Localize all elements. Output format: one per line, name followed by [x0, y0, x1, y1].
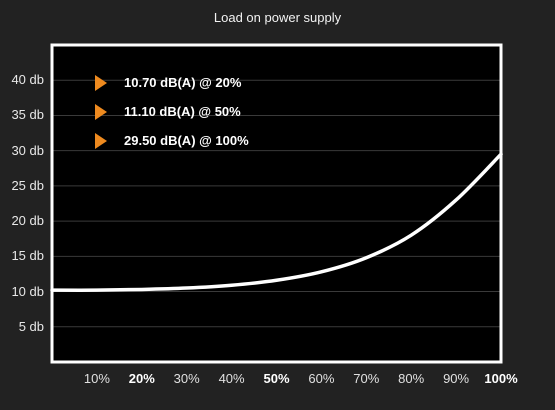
annotation-item: 11.10 dB(A) @ 50%: [95, 97, 249, 126]
series-line: [50, 152, 503, 292]
x-tick-label: 100%: [484, 371, 518, 386]
plot-frame: [50, 43, 503, 364]
plot-area: [52, 45, 501, 362]
y-tick-label: 40 db: [11, 72, 44, 88]
x-tick-label: 60%: [308, 371, 335, 386]
x-tick-label: 70%: [353, 371, 380, 386]
y-tick-label: 5 db: [18, 318, 44, 334]
x-tick-label: 40%: [218, 371, 245, 386]
y-tick-label: 30 db: [11, 142, 44, 158]
x-tick-label: 50%: [263, 371, 290, 386]
y-tick-label: 25 db: [11, 177, 44, 193]
chart-title: Load on power supply: [213, 10, 342, 25]
x-tick-label: 10%: [83, 371, 110, 386]
orange-triangle-icon: [95, 74, 107, 91]
annotation-label: 11.10 dB(A) @ 50%: [124, 104, 241, 119]
legend: 10.70 dB(A) @ 20% 11.10 dB(A) @ 50% 29.50 …: [95, 68, 249, 155]
x-tick-label: 20%: [128, 371, 155, 386]
y-tick-label: 35 db: [11, 107, 44, 123]
y-tick-label: 10 db: [11, 283, 44, 299]
x-tick-label: 90%: [443, 371, 470, 386]
annotation-label: 29.50 dB(A) @ 100%: [124, 133, 249, 148]
y-tick-label: 20 db: [11, 213, 44, 229]
x-tick-label: 80%: [398, 371, 425, 386]
x-tick-label: 30%: [173, 371, 200, 386]
grid-lines: [52, 79, 501, 328]
orange-triangle-icon: [95, 103, 107, 120]
y-tick-label: 15 db: [11, 248, 44, 264]
annotation-item: 29.50 dB(A) @ 100%: [95, 126, 249, 155]
annotation-item: 10.70 dB(A) @ 20%: [95, 68, 249, 97]
orange-triangle-icon: [95, 132, 107, 149]
annotation-label: 10.70 dB(A) @ 20%: [124, 75, 242, 90]
